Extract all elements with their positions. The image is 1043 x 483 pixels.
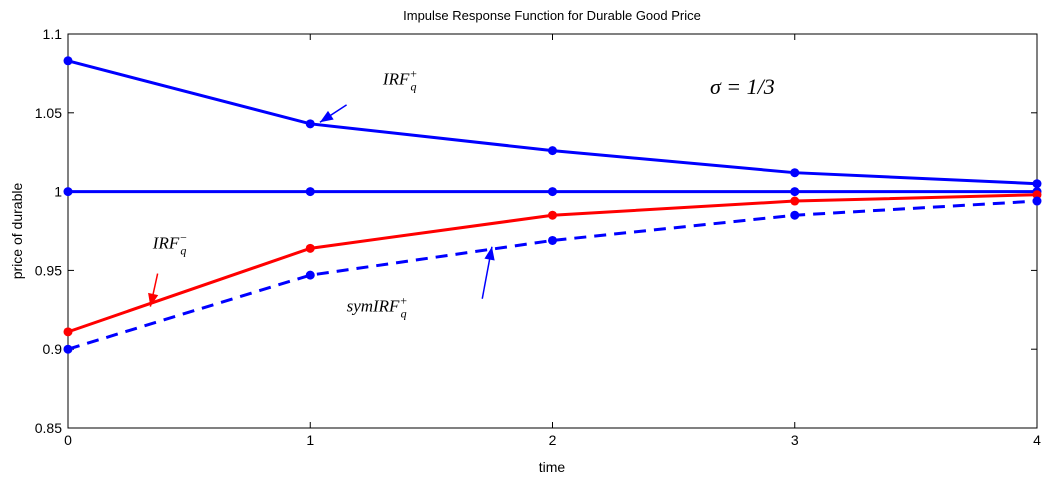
series-3-point — [790, 210, 800, 220]
y-tick-label: 1 — [54, 184, 62, 200]
x-tick-label: 3 — [791, 432, 799, 448]
x-tick-label: 0 — [64, 432, 72, 448]
y-axis-label: price of durable — [9, 183, 25, 280]
series-1-point — [305, 187, 315, 197]
annotation-label: IRF− q — [152, 230, 188, 257]
x-axis-label: time — [539, 459, 566, 475]
arrow-head — [148, 292, 159, 307]
arrow-head — [319, 110, 334, 123]
series-2-point — [548, 210, 557, 220]
series-0-point — [548, 146, 557, 156]
annotation-label: IRF+ q — [382, 66, 418, 93]
y-tick-label: 0.95 — [35, 262, 62, 278]
x-tick-label: 4 — [1033, 432, 1041, 448]
series-2-point — [305, 243, 315, 253]
series-2-point — [790, 196, 800, 206]
series-1-point — [548, 187, 557, 197]
series-line-3 — [67, 199, 1038, 351]
series-2-point — [1032, 190, 1042, 200]
y-tick-label: 0.85 — [35, 420, 62, 436]
series-group — [63, 56, 1042, 354]
series-0-point — [1032, 179, 1042, 189]
series-2-point — [63, 327, 73, 337]
y-tick-label: 1.05 — [35, 105, 62, 121]
series-3-point — [305, 270, 315, 280]
chart-title: Impulse Response Function for Durable Go… — [403, 8, 701, 23]
y-tick-label: 0.9 — [43, 341, 63, 357]
arrow-head — [484, 246, 495, 261]
series-0-point — [63, 56, 73, 66]
series-3-point — [1032, 196, 1042, 206]
annotation-label: symIRF+ q — [347, 293, 408, 320]
annotation-label: σ = 1/3 — [710, 74, 775, 99]
series-3-point — [548, 235, 557, 245]
y-tick-label: 1.1 — [43, 26, 63, 42]
series-1-point — [63, 187, 73, 197]
annotations-group: IRF+ q IRF− q symIRF+ q σ = 1/3 — [148, 66, 775, 320]
x-tick-label: 2 — [549, 432, 557, 448]
series-0-point — [790, 168, 800, 178]
series-3-point — [63, 344, 73, 354]
series-1-point — [790, 187, 800, 197]
series-0-point — [305, 119, 315, 129]
axis-ticks: 0 1 2 3 4 0.85 0.9 0.95 1 1.05 1.1 — [35, 26, 1041, 448]
x-tick-label: 1 — [306, 432, 314, 448]
